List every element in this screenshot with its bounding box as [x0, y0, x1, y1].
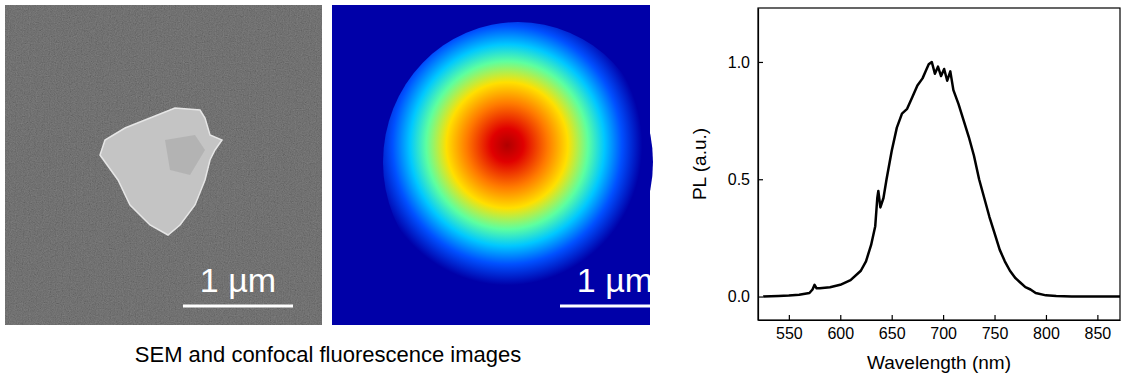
sem-panel: 1 µm	[5, 5, 322, 325]
figure: 1 µm 1 µm SEM and confocal fluorescence im…	[0, 0, 1127, 381]
tick-mark	[789, 315, 790, 320]
x-axis: 550 600 650 700 750 800 850	[759, 315, 1121, 342]
tick-mark	[758, 179, 763, 180]
pl-chart: 550 600 650 700 750 800 850 0.0 0.5 1.0 Wavelength…	[689, 8, 1123, 373]
y-axis-title: PL (a.u.)	[689, 128, 710, 200]
sem-background	[5, 5, 322, 325]
scale-bar-label: 1 µm	[200, 261, 276, 299]
tick-mark	[994, 315, 995, 320]
flake	[100, 108, 222, 235]
tick: 700	[930, 315, 957, 342]
tick-mark	[758, 296, 763, 297]
scale-bar	[183, 305, 293, 308]
tick-label: 750	[982, 325, 1009, 342]
confocal-panel: 1 µm	[332, 5, 670, 325]
tick-mark	[943, 315, 944, 320]
tick: 850	[1085, 315, 1112, 342]
tick-label: 0.5	[728, 171, 750, 188]
scale-bar	[560, 305, 670, 308]
caption: SEM and confocal fluorescence images	[135, 342, 521, 367]
flake-shade	[165, 135, 205, 175]
tick: 750	[982, 315, 1009, 342]
tick-label: 700	[930, 325, 957, 342]
tick: 0.5	[728, 171, 763, 188]
tick-label: 850	[1085, 325, 1112, 342]
tick-label: 800	[1033, 325, 1060, 342]
tick-label: 1.0	[728, 54, 750, 71]
tick-mark	[758, 62, 763, 63]
tick: 800	[1033, 315, 1060, 342]
axis-line	[758, 9, 759, 321]
y-axis: 0.0 0.5 1.0	[728, 9, 763, 321]
tick-label: 650	[879, 325, 906, 342]
tick-mark	[840, 315, 841, 320]
tick-mark	[892, 315, 893, 320]
tick: 600	[827, 315, 854, 342]
scale-bar-label: 1 µm	[577, 261, 653, 299]
tick: 550	[776, 315, 803, 342]
tick: 1.0	[728, 54, 763, 71]
tick: 0.0	[728, 288, 763, 305]
fluorescence-spot	[383, 22, 653, 302]
sem-noise	[5, 5, 322, 325]
tick-mark	[1046, 315, 1047, 320]
tick-label: 600	[827, 325, 854, 342]
tick-label: 550	[776, 325, 803, 342]
plot-area	[763, 62, 1120, 297]
tick-mark	[1097, 315, 1098, 320]
axis-line	[759, 320, 1121, 321]
tick: 650	[879, 315, 906, 342]
pl-spectrum	[763, 62, 1120, 297]
x-axis-title: Wavelength (nm)	[867, 352, 1011, 373]
plot-frame	[758, 8, 1120, 320]
tick-label: 0.0	[728, 288, 750, 305]
